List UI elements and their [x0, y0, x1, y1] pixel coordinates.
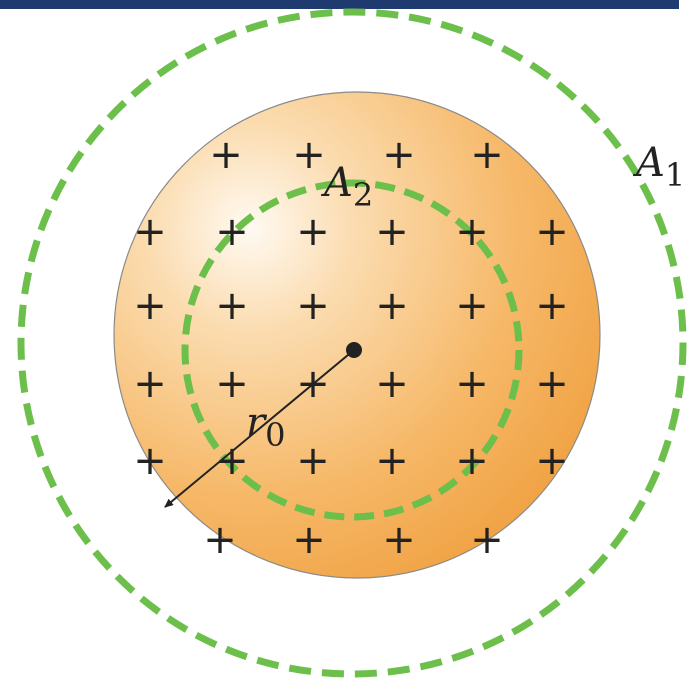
charge-plus-sign: +: [470, 132, 504, 178]
charge-plus-sign: +: [296, 283, 330, 329]
gaussian-surface-a2: [181, 179, 523, 521]
charge-plus-sign: +: [133, 209, 167, 255]
charge-plus-sign: +: [215, 209, 249, 255]
charge-plus-sign: +: [203, 517, 237, 563]
charge-plus-sign: +: [535, 283, 569, 329]
charge-plus-signs: ++++++++++++++++++++++++++++++++: [133, 132, 569, 563]
charge-plus-sign: +: [382, 132, 416, 178]
charge-plus-sign: +: [215, 361, 249, 407]
charged-sphere: [113, 91, 601, 579]
charge-plus-sign: +: [209, 132, 243, 178]
charge-plus-sign: +: [375, 438, 409, 484]
charge-plus-sign: +: [296, 438, 330, 484]
charge-plus-sign: +: [455, 438, 489, 484]
charge-plus-sign: +: [375, 283, 409, 329]
charge-plus-sign: +: [470, 517, 504, 563]
charge-plus-sign: +: [215, 283, 249, 329]
charge-plus-sign: +: [292, 517, 326, 563]
charge-plus-sign: +: [382, 517, 416, 563]
charge-plus-sign: +: [292, 132, 326, 178]
charge-plus-sign: +: [455, 209, 489, 255]
charge-plus-sign: +: [535, 361, 569, 407]
gaussian-surface-a1: [17, 8, 687, 678]
charge-plus-sign: +: [133, 361, 167, 407]
charge-plus-sign: +: [296, 209, 330, 255]
label-r0: r0: [246, 400, 285, 454]
charge-plus-sign: +: [535, 209, 569, 255]
top-bar: [0, 0, 679, 9]
charge-plus-sign: +: [375, 209, 409, 255]
label-a1: A1: [632, 140, 685, 194]
charge-plus-sign: +: [375, 361, 409, 407]
charge-plus-sign: +: [535, 438, 569, 484]
charge-plus-sign: +: [133, 283, 167, 329]
charge-plus-sign: +: [455, 361, 489, 407]
label-a2: A2: [320, 160, 373, 214]
charge-plus-sign: +: [133, 438, 167, 484]
charge-plus-sign: +: [455, 283, 489, 329]
radius-arrow: [164, 349, 355, 508]
